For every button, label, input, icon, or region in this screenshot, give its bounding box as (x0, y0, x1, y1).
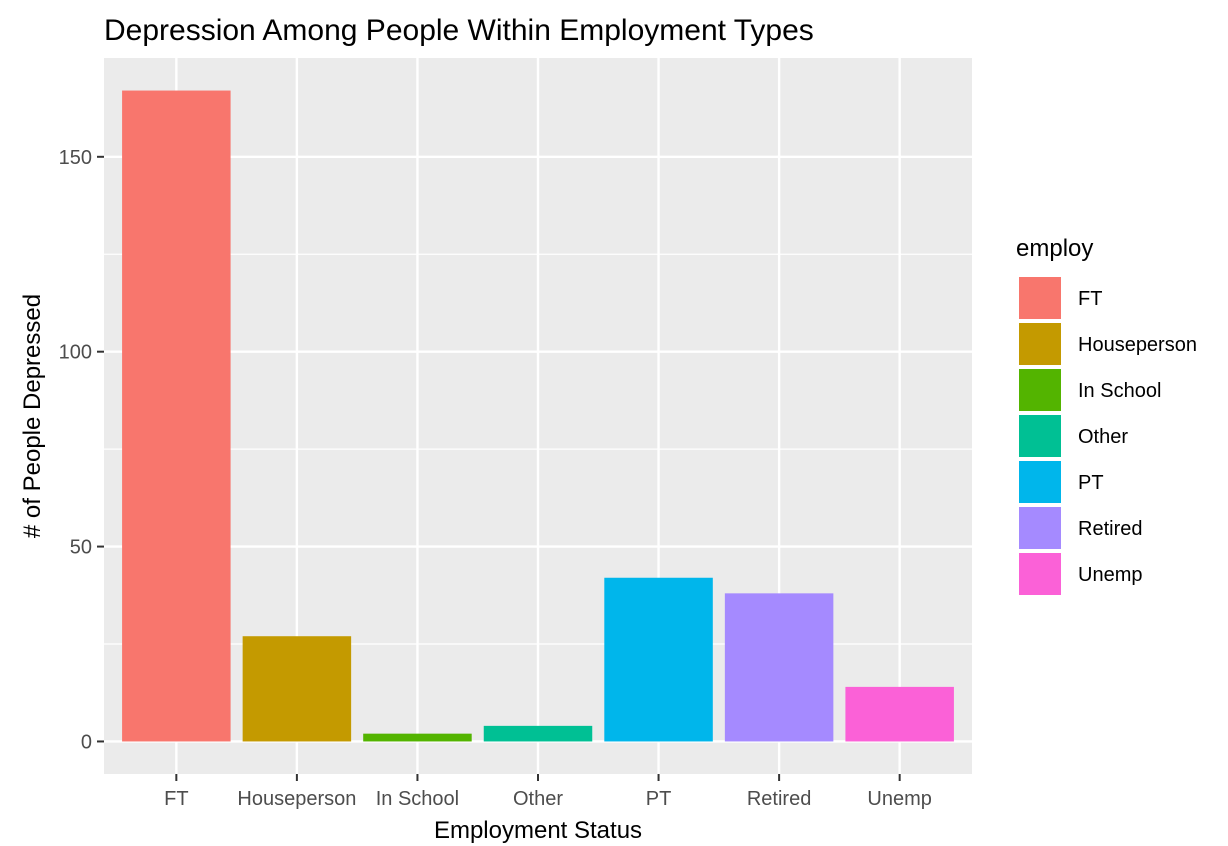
legend-label: Retired (1078, 518, 1142, 540)
legend-key-swatch (1017, 551, 1063, 597)
legend-label: Houseperson (1078, 334, 1197, 356)
y-axis-title: # of People Depressed (19, 294, 46, 538)
bar-retired (724, 593, 834, 742)
legend-key-swatch (1017, 505, 1063, 551)
x-tick-label: PT (646, 788, 672, 810)
x-tick-label: In School (376, 788, 459, 810)
bar-pt (604, 577, 713, 742)
legend-key-swatch (1017, 321, 1063, 367)
x-axis-title: Employment Status (434, 817, 642, 844)
bar-houseperson (242, 636, 352, 742)
x-tick-label: Houseperson (237, 788, 356, 810)
bar-other (483, 725, 593, 742)
legend-label: PT (1078, 472, 1104, 494)
legend-label: Unemp (1078, 564, 1142, 586)
y-tick-label: 0 (81, 731, 92, 753)
legend-key-swatch (1017, 367, 1063, 413)
bar-unemp (845, 686, 954, 742)
y-tick-label: 100 (59, 342, 92, 364)
y-tick-label: 150 (59, 147, 92, 169)
legend-title: employ (1016, 235, 1093, 262)
legend: employ FT Houseperson In School Other PT Reti… (1016, 235, 1197, 597)
x-tick-label: FT (164, 788, 188, 810)
chart-title: Depression Among People Within Employmen… (104, 14, 814, 47)
legend-label: Other (1078, 426, 1128, 448)
bar-ft (122, 90, 231, 742)
x-tick-label: Unemp (867, 788, 931, 810)
legend-key-swatch (1017, 275, 1063, 321)
x-tick-label: Other (513, 788, 563, 810)
bars (122, 90, 954, 742)
x-tick-label: Retired (747, 788, 811, 810)
y-axis: 0 50 100 150 (59, 147, 104, 753)
legend-label: In School (1078, 380, 1161, 402)
legend-key-swatch (1017, 459, 1063, 505)
x-axis: FT Houseperson In School Other PT Retired Unem… (164, 774, 932, 810)
y-tick-label: 50 (70, 537, 92, 559)
legend-label: FT (1078, 288, 1102, 310)
legend-key-swatch (1017, 413, 1063, 459)
bar-in-school (363, 733, 472, 742)
